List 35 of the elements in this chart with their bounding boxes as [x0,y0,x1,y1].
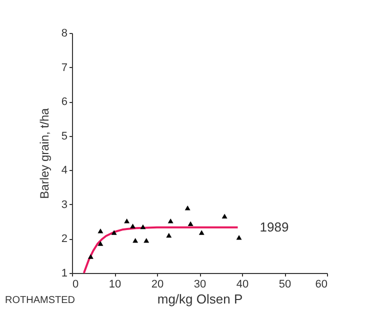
point [144,238,150,243]
y-tick-label: 8 [61,28,68,40]
point [188,221,194,226]
y-tick-label: 4 [61,164,68,177]
point [111,230,117,235]
point [98,241,104,246]
point [124,218,130,224]
point [236,234,242,240]
point [198,230,204,235]
point [166,232,172,238]
point [140,224,146,230]
y-tick-label: 2 [61,233,68,246]
point [88,254,94,259]
y-tick-label: 5 [61,130,68,142]
point [132,238,138,243]
series-label: 1989 [260,219,289,234]
point [130,224,136,228]
x-tick-label: 50 [278,278,292,290]
x-axis-title: mg/kg Olsen P [157,292,243,306]
x-tick-label: 40 [236,278,249,290]
y-tick-label: 6 [61,96,68,108]
x-tick-label: 0 [72,278,79,290]
y-axis-title: Barley grain, t/ha [37,108,52,199]
point [98,228,104,234]
point [168,218,174,224]
x-tick-label: 30 [194,278,206,290]
x-tick-label: 60 [315,278,328,290]
x-tick-label: 20 [151,278,164,290]
y-tick-label: 3 [61,198,68,211]
x-tick-label: 10 [108,278,122,290]
point [184,205,190,210]
y-tick-label: 1 [61,268,68,280]
point [222,214,228,218]
y-tick-label: 7 [61,62,68,74]
text: ROTHAMSTED [5,295,75,306]
